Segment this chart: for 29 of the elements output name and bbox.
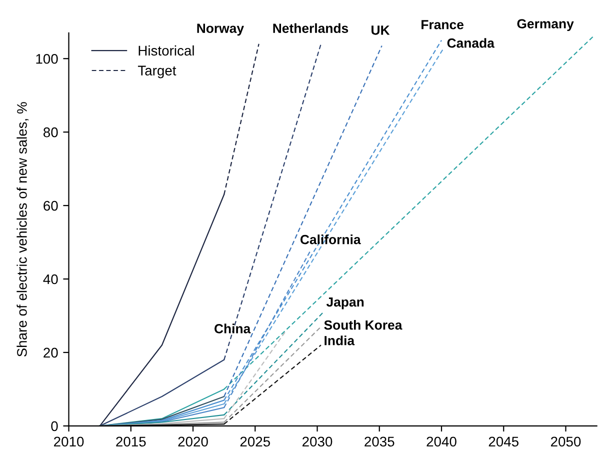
annotation: Norway: [197, 24, 244, 36]
annotation: California: [300, 234, 361, 244]
annotation: Japan: [326, 297, 364, 310]
annotation: France: [422, 20, 464, 30]
annotation: India: [324, 336, 355, 346]
x-tick-label: 2010: [54, 436, 84, 447]
annotation: South Korea: [324, 320, 402, 330]
annotation: China: [214, 324, 251, 334]
x-tick-label: 2025: [240, 436, 270, 447]
y-axis-title: Share of electric vehicles of new sales, %: [16, 102, 29, 357]
legend-label: Target: [138, 66, 176, 78]
x-tick-label: 2040: [426, 436, 456, 447]
x-tick-label: 2020: [178, 436, 208, 447]
y-tick-label: 80: [44, 127, 58, 138]
y-tick-label: 60: [44, 200, 58, 211]
legend-label: Historical: [138, 45, 194, 56]
annotation: Canada: [447, 38, 495, 48]
annotation: Germany: [517, 19, 574, 32]
x-tick-label: 2030: [302, 436, 332, 447]
x-tick-label: 2035: [364, 436, 394, 447]
y-tick-label: 100: [36, 54, 58, 64]
x-tick-label: 2045: [488, 436, 518, 447]
y-tick-label: 40: [43, 274, 58, 284]
x-tick-label: 2050: [551, 436, 581, 447]
y-tick-label: 20: [44, 348, 58, 358]
annotation: UK: [372, 26, 390, 35]
annotation: Netherlands: [273, 23, 348, 33]
x-tick-label: 2015: [116, 436, 146, 447]
y-tick-label: 0: [51, 421, 58, 432]
